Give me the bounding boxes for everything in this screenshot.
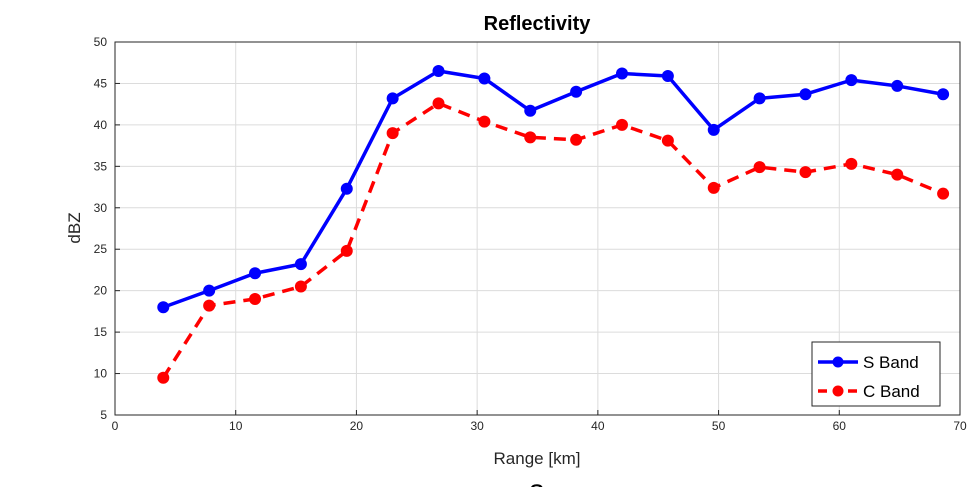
- data-point-c-band: [432, 97, 445, 110]
- y-tick-label: 30: [94, 201, 108, 215]
- data-point-s-band: [799, 88, 812, 101]
- data-point-c-band: [340, 244, 353, 257]
- data-point-s-band: [937, 88, 950, 101]
- data-point-c-band: [203, 299, 216, 312]
- x-axis-label: Range [km]: [494, 449, 581, 468]
- data-point-c-band: [707, 181, 720, 194]
- data-point-c-band: [570, 133, 583, 146]
- legend-marker-c-band: [832, 385, 844, 397]
- data-point-c-band: [753, 161, 766, 174]
- chart-title: Reflectivity: [484, 13, 592, 35]
- x-tick-label: 50: [712, 419, 726, 433]
- x-tick-label: 10: [229, 419, 243, 433]
- y-tick-label: 25: [94, 242, 108, 256]
- x-tick-label: 40: [591, 419, 605, 433]
- series-line-c-band: [161, 101, 944, 379]
- data-point-s-band: [845, 74, 858, 87]
- data-point-c-band: [294, 280, 307, 293]
- data-point-c-band: [386, 127, 399, 140]
- data-point-s-band: [432, 65, 445, 78]
- legend-box: [811, 341, 941, 407]
- data-point-c-band: [937, 187, 950, 200]
- legend-label-c-band: C Band: [863, 382, 920, 401]
- data-point-s-band: [386, 92, 399, 105]
- data-point-c-band: [249, 292, 262, 305]
- data-point-s-band: [203, 284, 216, 297]
- x-tick-label: 60: [833, 419, 847, 433]
- data-point-s-band: [753, 92, 766, 105]
- y-tick-label: 15: [94, 325, 108, 339]
- data-point-c-band: [478, 115, 491, 128]
- legend-marker-s-band: [832, 356, 844, 368]
- data-point-c-band: [157, 371, 170, 384]
- series-line-s-band: [162, 69, 944, 309]
- legend: S Band C Band: [811, 341, 941, 407]
- x-tick-label: 20: [350, 419, 364, 433]
- y-axis-label: dBZ: [65, 212, 84, 243]
- data-point-s-band: [570, 85, 583, 98]
- y-tick-label: 45: [94, 76, 108, 90]
- y-tick-label: 20: [94, 284, 108, 298]
- y-tick-label: 40: [94, 118, 108, 132]
- legend-label-s-band: S Band: [863, 353, 919, 372]
- x-tick-label: 70: [953, 419, 967, 433]
- data-point-s-band: [340, 182, 353, 195]
- series-layer: [157, 65, 950, 384]
- axis-ticks: 0 10 20 30 40 50 60 70 5 10 15 20 25 30 35 40 45 50: [94, 35, 967, 433]
- data-point-s-band: [707, 123, 720, 136]
- data-point-c-band: [845, 157, 858, 170]
- y-tick-label: 10: [94, 367, 108, 381]
- data-point-s-band: [616, 67, 628, 80]
- data-point-s-band: [478, 72, 491, 85]
- data-point-c-band: [524, 131, 537, 144]
- data-point-c-band: [661, 134, 674, 147]
- data-point-c-band: [616, 118, 628, 131]
- data-point-s-band: [891, 79, 904, 92]
- data-point-c-band: [891, 168, 904, 181]
- data-point-s-band: [661, 69, 674, 82]
- data-point-s-band: [524, 104, 537, 117]
- y-tick-label: 35: [94, 159, 108, 173]
- x-tick-label: 0: [112, 419, 119, 433]
- data-point-s-band: [249, 267, 262, 280]
- data-point-c-band: [799, 166, 812, 179]
- data-point-s-band: [294, 258, 307, 271]
- y-tick-label: 50: [94, 35, 108, 49]
- x-tick-label: 30: [470, 419, 484, 433]
- plot-frame: [114, 41, 961, 416]
- figure-caption-letter: a: [529, 474, 546, 487]
- y-tick-label: 5: [100, 408, 107, 422]
- data-point-s-band: [157, 301, 170, 314]
